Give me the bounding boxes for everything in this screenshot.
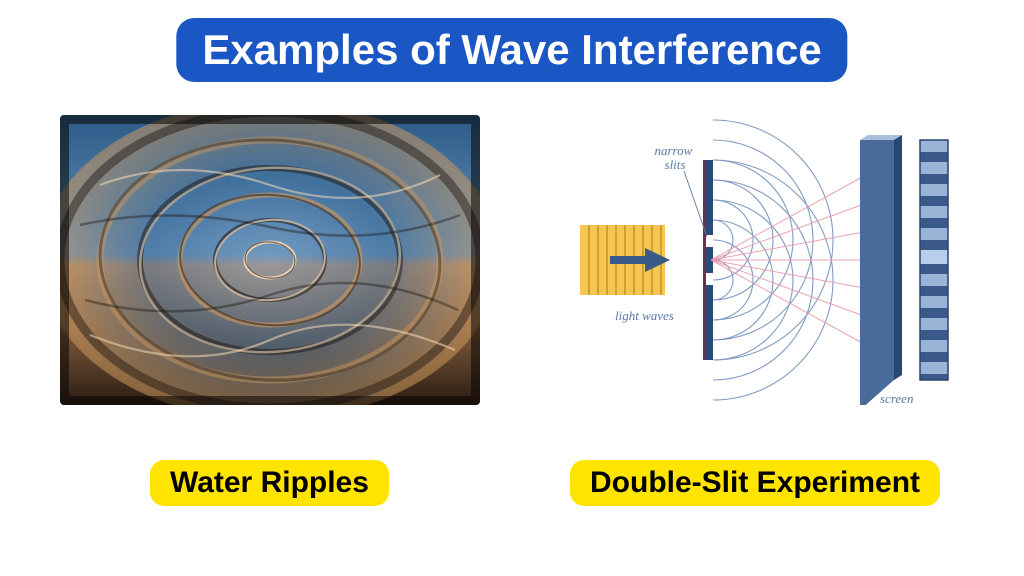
detection-screen	[860, 135, 902, 405]
light-source	[580, 225, 670, 295]
label-narrow-slits: narrow slits	[654, 143, 695, 172]
caption-double-slit: Double-Slit Experiment	[570, 460, 940, 506]
page-title: Examples of Wave Interference	[176, 18, 847, 82]
water-ripples-illustration	[60, 115, 480, 405]
caption-water-ripples: Water Ripples	[150, 460, 389, 506]
double-slit-diagram: narrow slits light waves screen	[560, 115, 980, 405]
interference-rays	[711, 170, 875, 350]
label-screen: screen	[880, 391, 913, 405]
label-light-waves: light waves	[615, 308, 674, 323]
fringe-pattern	[920, 140, 948, 380]
